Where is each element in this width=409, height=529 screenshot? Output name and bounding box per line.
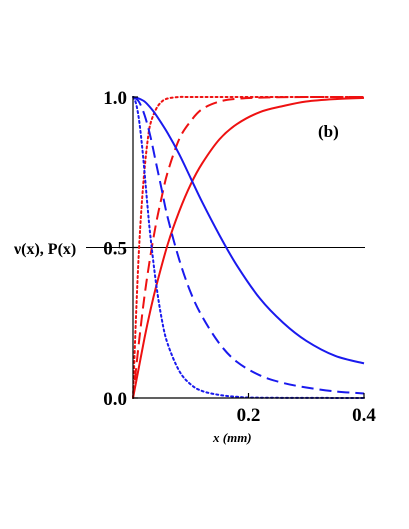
y-tick-label: 0.0 <box>103 389 127 410</box>
y-tick-label: 1.0 <box>103 88 127 109</box>
x-tick-label: 0.4 <box>352 405 376 426</box>
series-layer <box>132 95 365 399</box>
tick-layer: 0.0 0.5 1.0 0.2 0.4 <box>103 88 376 426</box>
x-tick-label: 0.2 <box>237 405 261 426</box>
series-line-blue-dashed <box>132 96 365 395</box>
series-line-blue-solid <box>132 96 365 365</box>
panel-label: (b) <box>318 122 339 141</box>
y-tick-label: 0.5 <box>103 239 127 260</box>
series-line-red-solid <box>132 96 365 399</box>
x-axis-label: x (mm) <box>212 430 252 445</box>
y-axis-label: ν(x), P(x) <box>13 241 76 258</box>
series-line-blue-dotted <box>132 96 365 399</box>
plot-area: 0.0 0.5 1.0 0.2 0.4 <box>86 88 376 426</box>
